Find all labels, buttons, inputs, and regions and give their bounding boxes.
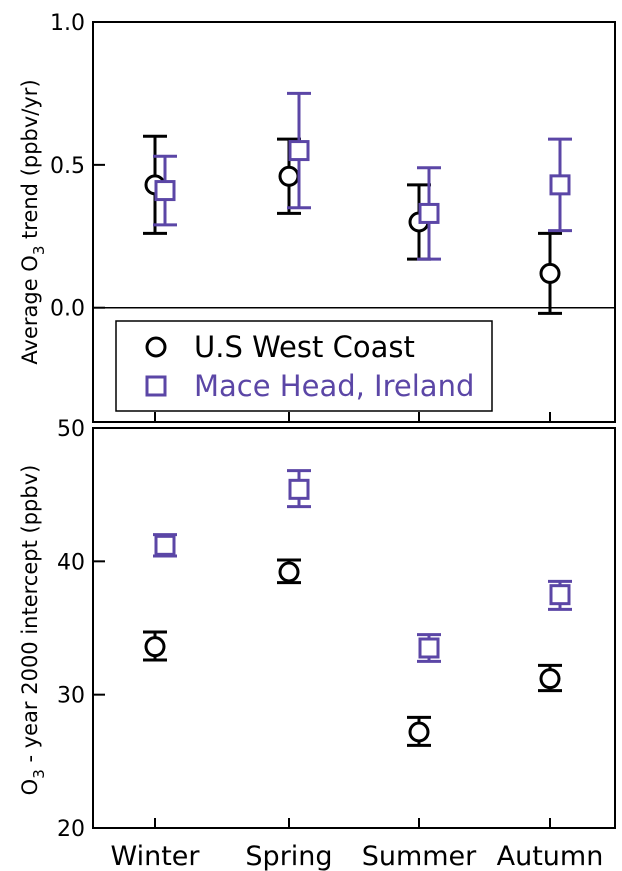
top-ylabel-sub: 3 xyxy=(30,246,48,256)
bottom-point-west-coast xyxy=(407,715,431,747)
marker-square xyxy=(418,637,440,659)
bottom-ylabel-main: O xyxy=(18,779,42,796)
marker-square xyxy=(549,584,571,606)
marker-circle xyxy=(278,561,300,583)
bottom-point-mace-head xyxy=(417,633,441,663)
legend-label-west-coast: U.S West Coast xyxy=(194,330,415,364)
marker-square xyxy=(154,534,176,556)
top-ytick-label: 0.0 xyxy=(50,297,85,322)
bottom-point-west-coast xyxy=(277,558,301,585)
top-panel: 0.0 0.5 1.0 Average O3 trend (ppbv/yr) U.S… xyxy=(18,11,616,423)
bottom-ylabel: O3 - year 2000 intercept (ppbv) xyxy=(18,465,48,796)
bottom-ylabel-rest: - year 2000 intercept (ppbv) xyxy=(18,465,42,770)
bottom-marks xyxy=(143,469,572,747)
bottom-point-mace-head xyxy=(548,579,572,611)
top-ylabel: Average O3 trend (ppbv/yr) xyxy=(18,79,48,364)
top-yticks: 0.0 0.5 1.0 xyxy=(50,11,551,422)
bottom-ytick-label: 40 xyxy=(57,550,85,575)
bottom-panel: 20 30 40 50 O3 - year 2000 intercept (ppbv)… xyxy=(18,417,616,871)
legend: U.S West Coast Mace Head, Ireland xyxy=(115,320,493,412)
marker-circle xyxy=(144,636,166,658)
category-label-spring: Spring xyxy=(245,841,332,871)
top-point-mace-head xyxy=(548,137,572,233)
bottom-ytick-label: 50 xyxy=(57,417,85,442)
bottom-point-mace-head xyxy=(153,533,177,558)
category-label-autumn: Autumn xyxy=(497,841,604,871)
top-point-mace-head xyxy=(287,91,311,210)
legend-box xyxy=(115,320,493,412)
category-labels: Winter Spring Summer Autumn xyxy=(110,841,603,871)
bottom-yticks: 20 30 40 50 xyxy=(57,417,551,842)
top-point-west-coast xyxy=(538,231,562,315)
bottom-ytick-label: 30 xyxy=(57,684,85,709)
marker-square xyxy=(154,180,176,202)
marker-circle xyxy=(539,262,561,284)
marker-square xyxy=(549,174,571,196)
legend-marker-mace-head xyxy=(145,375,167,397)
bottom-ylabel-sub: 3 xyxy=(30,769,48,779)
top-marks xyxy=(143,91,572,315)
bottom-ytick-label: 20 xyxy=(57,817,85,842)
category-label-summer: Summer xyxy=(362,841,477,871)
top-ytick-label: 0.5 xyxy=(50,154,85,179)
marker-circle xyxy=(539,668,561,690)
top-plot-frame xyxy=(92,21,616,423)
marker-square xyxy=(418,202,440,224)
legend-label-mace-head: Mace Head, Ireland xyxy=(194,369,474,403)
category-label-winter: Winter xyxy=(110,841,200,871)
marker-circle xyxy=(278,165,300,187)
marker-square xyxy=(288,478,310,500)
top-ylabel-rest: trend (ppbv/yr) xyxy=(18,79,42,245)
bottom-point-west-coast xyxy=(143,630,167,662)
top-ytick-label: 1.0 xyxy=(50,11,85,36)
bottom-point-west-coast xyxy=(538,663,562,693)
marker-circle xyxy=(408,721,430,743)
bottom-plot-frame xyxy=(92,427,616,829)
top-point-mace-head xyxy=(153,154,177,227)
top-point-mace-head xyxy=(417,166,441,261)
marker-square xyxy=(288,140,310,162)
top-ylabel-main: Average O xyxy=(18,255,42,364)
bottom-point-mace-head xyxy=(287,469,311,509)
legend-marker-west-coast xyxy=(145,336,167,358)
